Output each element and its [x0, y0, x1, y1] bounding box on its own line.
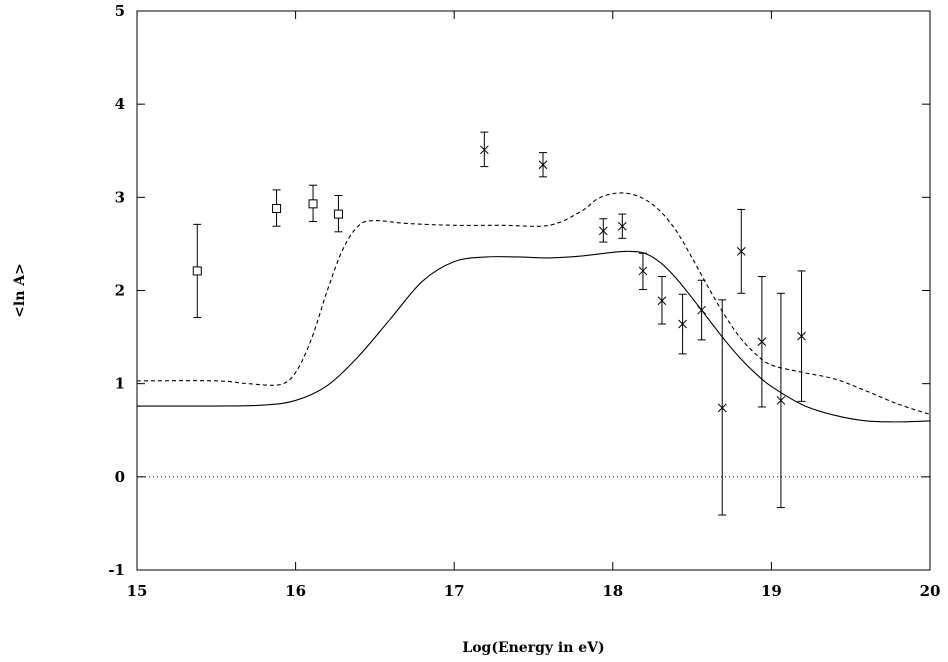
point-square-3: [333, 194, 343, 233]
plot-frame: [136, 10, 931, 571]
cross-marker-b: [479, 145, 489, 155]
cross-marker-b: [657, 296, 667, 306]
x-tick-label-5: 20: [920, 582, 941, 600]
curve-dashed: [136, 192, 931, 415]
point-cross-5: [657, 276, 667, 325]
point-cross-11: [776, 292, 786, 509]
y-tick-label-1: 0: [115, 468, 125, 486]
point-square-1: [272, 189, 282, 227]
cross-marker-b: [717, 403, 727, 413]
axis-ticks: 15 16 17 18 19 20 -1 0 1 2 3 4 5: [108, 2, 940, 600]
cross-marker-b: [678, 319, 687, 329]
point-cross-10: [757, 276, 767, 408]
cross-marker-b: [776, 396, 786, 405]
curve-solid: [136, 250, 931, 423]
y-tick-label-2: 1: [115, 375, 125, 393]
point-cross-0: [479, 131, 489, 168]
cross-marker-b: [538, 160, 548, 170]
x-axis-label: Log(Energy in eV): [462, 640, 604, 656]
y-tick-label-5: 4: [115, 95, 125, 113]
square-marker: [192, 266, 202, 276]
cross-marker-b: [697, 305, 706, 315]
point-cross-4: [638, 252, 648, 291]
x-tick-label-3: 18: [602, 582, 623, 600]
square-marker: [272, 204, 282, 214]
point-cross-12: [797, 270, 806, 402]
y-tick-label-4: 3: [115, 188, 125, 206]
point-cross-7: [697, 279, 706, 341]
point-cross-6: [678, 293, 687, 355]
cross-marker-b: [617, 221, 627, 231]
cross-marker-b: [797, 331, 806, 341]
cross-marker-b: [598, 226, 608, 236]
y-tick-label-0: -1: [108, 561, 125, 579]
point-cross-1: [538, 152, 548, 178]
y-axis-label: <ln A>: [12, 263, 28, 318]
point-cross-9: [736, 208, 746, 294]
x-tick-label-0: 15: [127, 582, 148, 600]
data-points: [192, 131, 806, 516]
point-square-2: [308, 184, 318, 223]
square-marker: [308, 199, 318, 209]
cross-marker-b: [736, 247, 746, 256]
point-cross-2: [598, 218, 608, 243]
cross-marker-b: [757, 337, 767, 347]
x-tick-label-1: 16: [285, 582, 306, 600]
x-tick-label-2: 17: [444, 582, 465, 600]
cross-marker-b: [638, 266, 648, 276]
point-cross-8: [717, 299, 727, 516]
point-cross-3: [617, 213, 627, 239]
square-marker: [333, 209, 343, 219]
point-square-0: [192, 223, 202, 319]
model-curves: [136, 192, 931, 423]
y-tick-label-3: 2: [115, 282, 125, 300]
x-tick-label-4: 19: [761, 582, 782, 600]
y-tick-label-6: 5: [115, 2, 125, 20]
